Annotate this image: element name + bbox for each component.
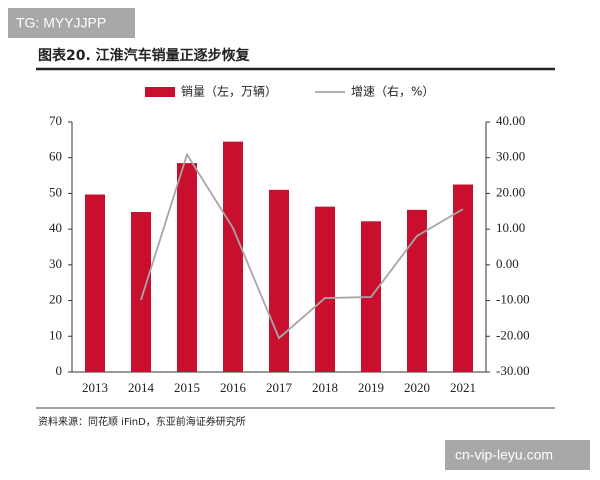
chart-title: 图表20. 江淮汽车销量正逐步恢复 — [38, 47, 251, 64]
legend-swatch — [145, 87, 175, 97]
x-tick-label: 2021 — [450, 380, 476, 395]
y2-tick-label: -10.00 — [496, 292, 530, 307]
y2-tick-label: 40.00 — [496, 113, 525, 128]
bar — [177, 163, 197, 372]
x-tick-label: 2014 — [128, 380, 155, 395]
x-tick-label: 2016 — [220, 380, 247, 395]
x-tick-label: 2013 — [82, 380, 108, 395]
y-tick-label: 60 — [49, 149, 62, 164]
watermark-box — [445, 440, 590, 470]
bar — [269, 189, 289, 372]
bar — [407, 209, 427, 372]
y2-tick-label: 0.00 — [496, 256, 519, 271]
x-tick-label: 2017 — [266, 380, 293, 395]
y-tick-label: 40 — [49, 220, 62, 235]
x-tick-label: 2020 — [404, 380, 430, 395]
legend-label: 增速（右，%） — [351, 84, 434, 99]
x-tick-label: 2015 — [174, 380, 200, 395]
bar — [453, 184, 473, 372]
y-tick-label: 10 — [49, 327, 62, 342]
y-tick-label: 0 — [56, 363, 63, 378]
y2-tick-label: 30.00 — [496, 149, 525, 164]
bar — [315, 206, 335, 372]
bar — [131, 212, 151, 372]
bar — [85, 194, 105, 372]
y-tick-label: 50 — [49, 184, 62, 199]
source: 资料来源：同花顺 iFinD，东亚前海证券研究所 — [38, 415, 246, 428]
y-tick-label: 30 — [49, 256, 62, 271]
watermark: TG: MYYJJPP — [16, 15, 106, 31]
y-tick-label: 70 — [49, 113, 62, 128]
bar — [223, 141, 243, 372]
y2-tick-label: -30.00 — [496, 363, 530, 378]
watermark: cn-vip-leyu.com — [455, 447, 553, 463]
y2-tick-label: -20.00 — [496, 327, 530, 342]
legend-label: 销量（左，万辆） — [181, 84, 277, 99]
y2-tick-label: 20.00 — [496, 184, 525, 199]
x-tick-label: 2019 — [358, 380, 384, 395]
y2-tick-label: 10.00 — [496, 220, 525, 235]
x-tick-label: 2018 — [312, 380, 338, 395]
y-tick-label: 20 — [49, 292, 62, 307]
watermark-box — [8, 8, 135, 38]
line — [140, 152, 464, 340]
